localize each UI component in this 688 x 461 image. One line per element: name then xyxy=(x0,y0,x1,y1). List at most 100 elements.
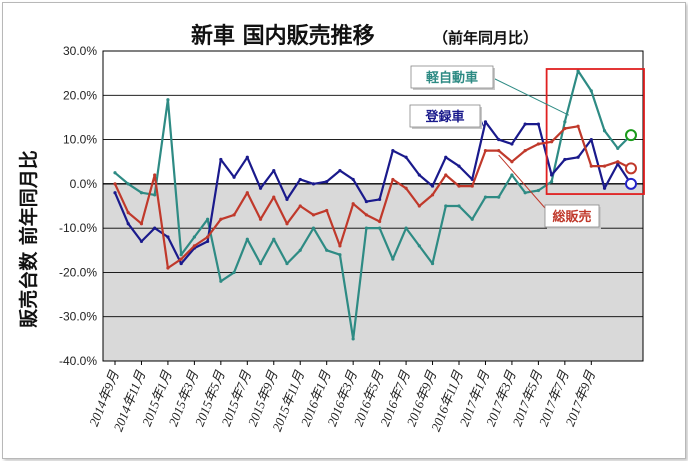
data-point xyxy=(298,177,302,182)
data-point xyxy=(616,146,620,151)
data-point xyxy=(523,191,527,195)
end-marker xyxy=(625,129,637,142)
data-point xyxy=(417,204,421,208)
data-point xyxy=(483,120,488,124)
data-point xyxy=(364,213,368,217)
data-point xyxy=(206,235,210,239)
data-point xyxy=(391,149,395,153)
callout-box xyxy=(410,65,494,89)
data-point xyxy=(550,140,554,144)
callout-leader xyxy=(492,77,570,116)
data-point xyxy=(139,239,144,244)
data-point xyxy=(113,191,117,195)
data-point xyxy=(470,177,474,182)
data-point xyxy=(550,173,554,177)
data-point xyxy=(245,191,249,195)
y-axis-label: 販売台数 前年同月比 xyxy=(17,150,40,328)
callout-box xyxy=(409,104,481,128)
data-point xyxy=(536,122,540,126)
data-point xyxy=(258,261,263,266)
data-point xyxy=(126,211,130,215)
data-point xyxy=(483,149,488,153)
data-point xyxy=(126,182,130,186)
data-point xyxy=(404,186,408,190)
data-point xyxy=(206,239,210,244)
data-point xyxy=(325,248,329,252)
data-point xyxy=(457,164,461,168)
data-point xyxy=(536,142,540,146)
data-point xyxy=(589,164,593,168)
data-point xyxy=(325,208,329,213)
data-point xyxy=(298,204,302,208)
data-point xyxy=(550,180,554,184)
series-line xyxy=(114,125,632,270)
data-point xyxy=(298,248,302,252)
data-point xyxy=(364,226,368,230)
data-point xyxy=(325,180,329,184)
y-tick-label: 0.0% xyxy=(70,177,98,191)
data-point xyxy=(232,270,236,275)
data-point xyxy=(391,177,395,182)
y-tick-label: -40.0% xyxy=(59,354,97,368)
data-point xyxy=(378,197,382,201)
data-point xyxy=(179,261,183,266)
data-point xyxy=(219,279,223,283)
data-point xyxy=(113,182,117,186)
data-point xyxy=(192,235,196,239)
data-point xyxy=(139,191,144,195)
data-point xyxy=(576,124,580,128)
data-point xyxy=(285,197,289,201)
callout-leader xyxy=(498,154,546,209)
data-point xyxy=(153,226,157,230)
data-point xyxy=(258,217,263,221)
callout-label: 総販売 xyxy=(552,209,591,225)
data-point xyxy=(338,244,342,248)
data-point xyxy=(351,177,355,182)
data-point xyxy=(126,222,130,226)
data-point xyxy=(378,219,382,224)
y-tick-label: -20.0% xyxy=(59,265,97,279)
data-point xyxy=(179,257,183,261)
y-tick-label: 30.0% xyxy=(63,44,97,58)
data-point xyxy=(483,195,488,199)
data-point xyxy=(589,137,593,142)
data-point xyxy=(404,155,408,159)
data-point xyxy=(166,266,170,270)
data-point xyxy=(351,337,355,341)
data-point xyxy=(206,217,210,221)
chart-title: 新車 国内販売推移 xyxy=(191,23,375,49)
gridlines xyxy=(102,50,644,362)
end-marker xyxy=(625,177,637,190)
data-point xyxy=(245,237,249,241)
data-point xyxy=(470,217,474,221)
data-point xyxy=(444,173,448,177)
data-point xyxy=(563,120,567,124)
data-point xyxy=(166,98,170,102)
line-chart: 新車 国内販売推移 （前年同月比） 30.0% 20.0% 10.0% 0.0% -10… xyxy=(17,23,645,434)
x-axis-ticks: 2014年9月2014年11月2015年1月2015年3月2015年5月2015… xyxy=(86,361,598,434)
data-point xyxy=(338,253,342,257)
series-line xyxy=(114,69,632,340)
data-point xyxy=(404,226,408,230)
data-point xyxy=(444,155,448,159)
data-point xyxy=(616,160,620,164)
callout-label: 軽自動車 xyxy=(426,70,478,86)
data-point xyxy=(245,155,249,159)
y-tick-label: 20.0% xyxy=(63,88,97,102)
callout-box xyxy=(544,204,600,228)
data-point xyxy=(272,195,276,199)
data-point xyxy=(430,261,435,266)
data-point xyxy=(602,129,607,133)
data-point xyxy=(166,235,170,239)
data-point xyxy=(153,173,157,177)
data-point xyxy=(497,137,501,142)
end-marker xyxy=(625,162,637,175)
data-point xyxy=(430,184,435,188)
data-point xyxy=(219,157,223,162)
data-point xyxy=(232,213,236,217)
data-point xyxy=(523,122,527,126)
data-point xyxy=(391,257,395,261)
data-point xyxy=(563,126,567,131)
data-point xyxy=(153,193,157,197)
